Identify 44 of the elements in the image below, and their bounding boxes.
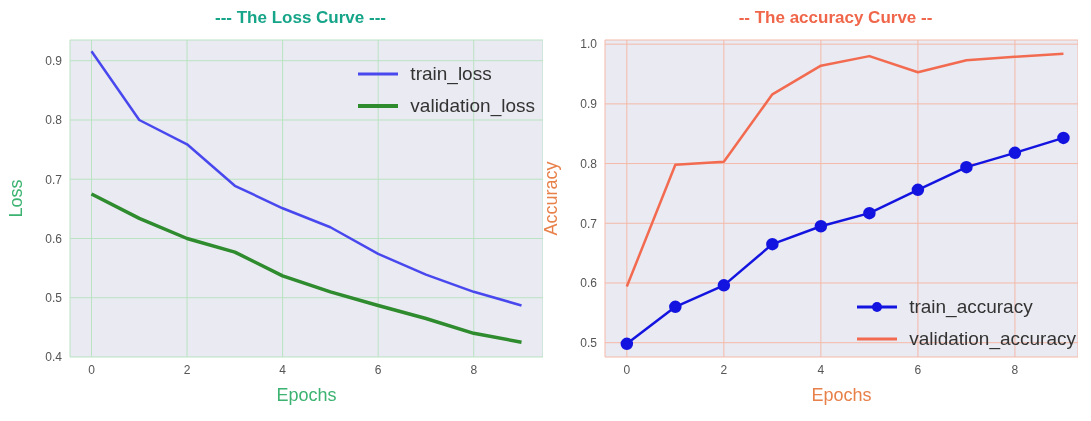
y-tick-label: 0.8: [45, 113, 63, 128]
x-tick-label: 0: [88, 362, 96, 377]
point: [911, 183, 925, 197]
y-tick-label: 0.5: [580, 335, 598, 350]
y-tick-label: 0.9: [580, 97, 598, 112]
y-tick-label: 0.4: [45, 350, 63, 365]
point: [620, 337, 634, 351]
point: [766, 237, 779, 251]
y-tick-label: 0.7: [45, 172, 63, 187]
point: [669, 300, 682, 314]
point: [1057, 131, 1070, 145]
y-tick-label: 0.8: [580, 156, 598, 171]
point: [863, 206, 876, 220]
legend-label: validation_loss: [410, 94, 535, 119]
point: [1008, 146, 1022, 160]
y-axis-title: Loss: [6, 179, 27, 218]
y-tick-label: 0.9: [45, 54, 63, 68]
x-tick-label: 2: [183, 362, 191, 377]
x-axis-title: Epochs: [276, 385, 337, 405]
x-tick-label: 8: [1011, 362, 1019, 377]
line-series: [625, 52, 1065, 288]
y-tick-label: 0.7: [580, 216, 598, 231]
x-tick-label: 4: [817, 362, 825, 377]
legend-label: train_accuracy: [909, 295, 1033, 320]
y-tick-label: 0.5: [45, 291, 63, 306]
line-series: [89, 192, 524, 344]
y-tick-label: 0.6: [580, 276, 598, 291]
x-tick-label: 0: [623, 362, 631, 377]
y-tick-label: 0.6: [45, 231, 63, 246]
x-tick-label: 4: [279, 362, 287, 377]
point: [960, 160, 973, 174]
y-tick-label: 1.0: [580, 37, 598, 52]
chart-title: -- The accuracy Curve --: [737, 8, 934, 29]
x-axis-title: Epochs: [811, 385, 872, 405]
point: [717, 279, 731, 292]
x-tick-label: 8: [470, 362, 478, 377]
x-tick-label: 2: [720, 362, 728, 377]
x-tick-label: 6: [914, 362, 922, 377]
chart-title: --- The Loss Curve ---: [214, 8, 387, 29]
legend-label: train_loss: [410, 62, 492, 87]
y-axis-title: Accuracy: [541, 161, 562, 236]
point: [814, 220, 828, 233]
x-tick-label: 6: [374, 362, 382, 377]
legend-label: validation_accuracy: [909, 327, 1076, 352]
